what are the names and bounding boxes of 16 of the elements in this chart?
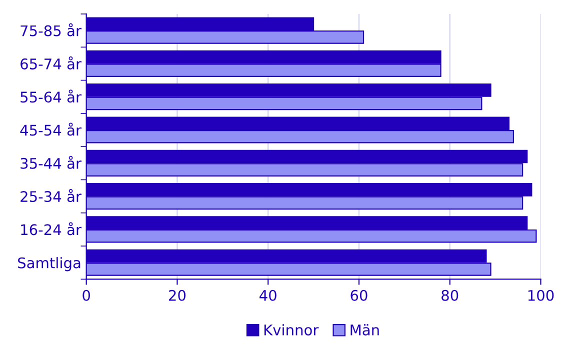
- y-tick-label: 65-74 år: [20, 56, 82, 70]
- y-tick-label: 25-34 år: [20, 189, 82, 202]
- x-tick-label: 100: [528, 290, 554, 301]
- legend-label: Kvinnor: [264, 324, 319, 336]
- x-tick-label: 60: [350, 290, 368, 301]
- y-tick-label: 45-54 år: [20, 122, 82, 136]
- y-tick-label: 35-44 år: [20, 156, 82, 169]
- x-tick-label: 20: [169, 290, 186, 301]
- legend-label: Män: [350, 324, 379, 336]
- y-tick-label: 75-85 år: [20, 23, 82, 36]
- y-tick-label: Samtliga: [18, 257, 80, 272]
- x-tick-label: 40: [260, 290, 276, 301]
- y-tick-label: 55-64 år: [20, 90, 82, 103]
- x-tick-label: 80: [442, 290, 458, 301]
- x-tick-label: 0: [82, 290, 90, 301]
- y-tick-label: 16-24 år: [21, 222, 82, 236]
